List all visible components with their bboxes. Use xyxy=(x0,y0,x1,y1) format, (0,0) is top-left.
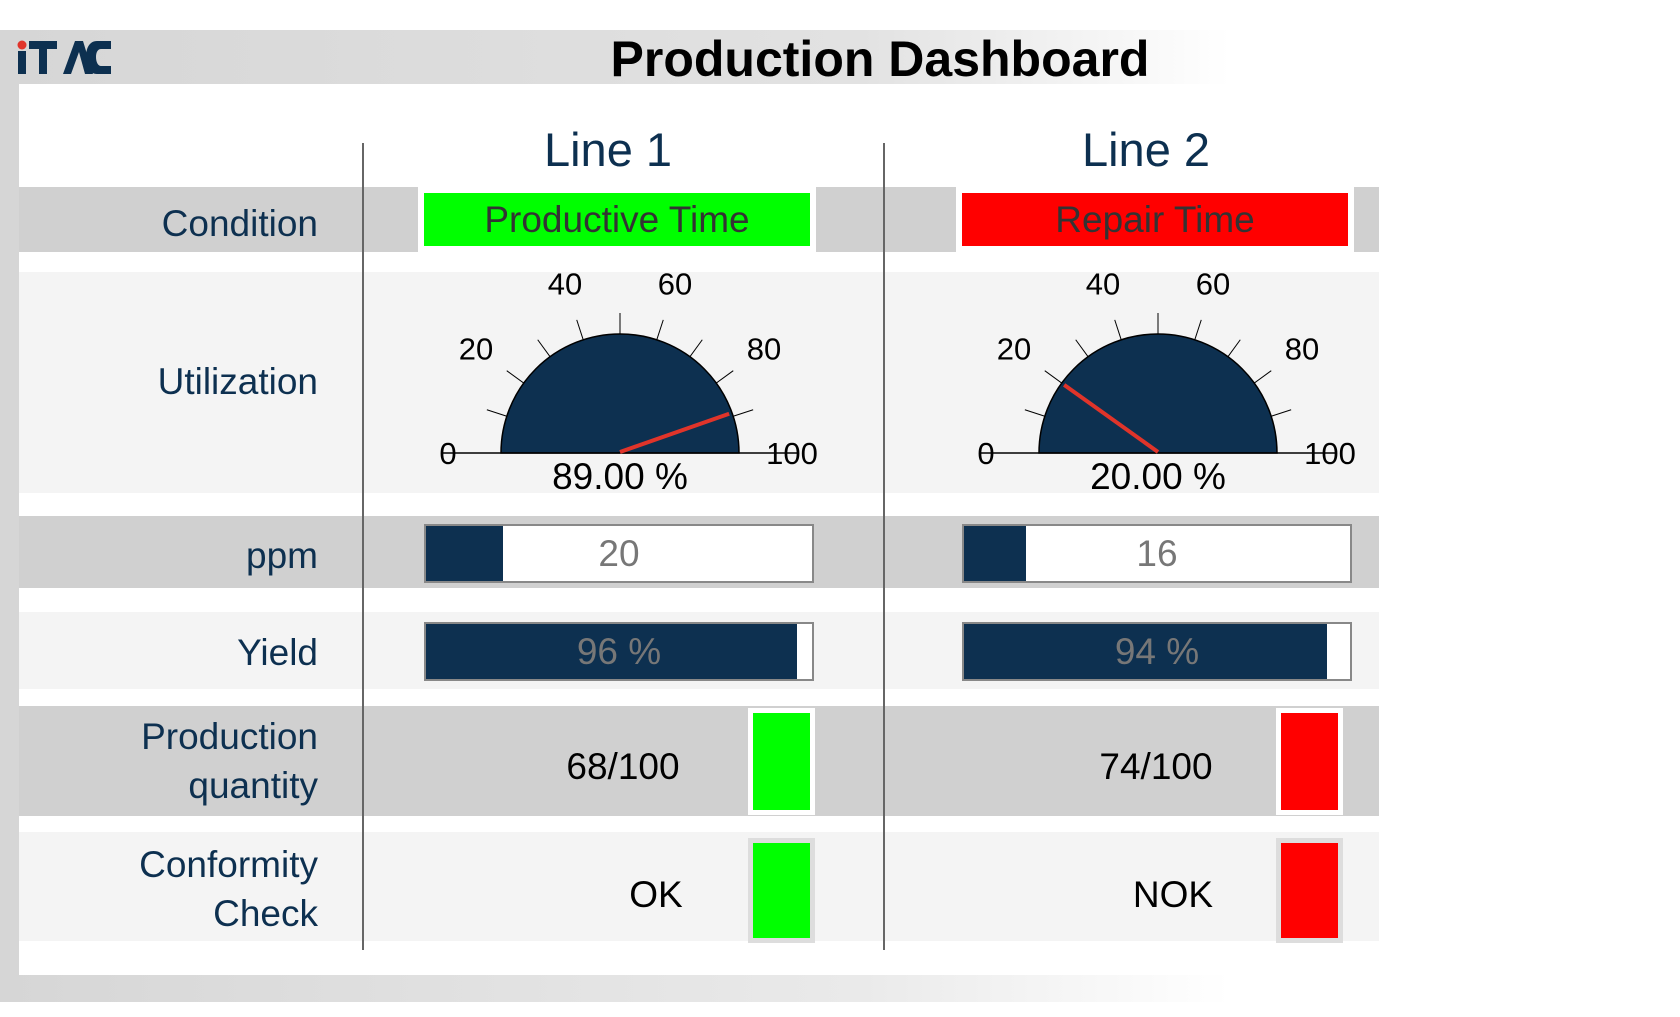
gauge-dial xyxy=(1038,333,1278,454)
conformity-indicator xyxy=(748,838,815,943)
condition-text: Productive Time xyxy=(424,193,810,246)
gauge-tick xyxy=(689,339,703,358)
indicator-fill xyxy=(1281,713,1338,810)
ppm-value: 20 xyxy=(598,533,640,574)
condition-badge: Productive Time xyxy=(418,187,816,252)
row-production xyxy=(19,706,1379,816)
label-yield: Yield xyxy=(237,632,318,673)
production-value: 74/100 xyxy=(1099,746,1213,787)
yield-fill xyxy=(964,624,1327,679)
ppm-bar: 20 xyxy=(424,524,814,583)
left-strip xyxy=(0,84,19,1002)
row-conformity xyxy=(19,832,1379,941)
label-line: Production xyxy=(141,716,318,757)
gauge-tick xyxy=(1253,370,1272,384)
yield-bar: 94 % xyxy=(962,622,1352,681)
footer-band xyxy=(0,975,1230,1002)
label-line: Conformity xyxy=(139,844,318,885)
gauge-tick xyxy=(1075,339,1089,358)
gauge-tick xyxy=(576,319,584,340)
label-conformity: Conformity Check xyxy=(139,840,318,938)
condition-badge: Repair Time xyxy=(956,187,1354,252)
indicator-fill xyxy=(753,843,810,938)
gauge-tick xyxy=(1227,339,1241,358)
line-header: Line 2 xyxy=(1081,123,1211,176)
label-condition: Condition xyxy=(161,203,318,244)
yield-value: 94 % xyxy=(1114,631,1200,672)
itac-logo xyxy=(17,40,111,74)
gauge-tick xyxy=(1024,409,1045,417)
production-indicator xyxy=(748,708,815,815)
label-production: Production quantity xyxy=(141,712,318,810)
conformity-value: NOK xyxy=(1132,874,1214,915)
gauge-tick-label: 0 xyxy=(977,436,994,471)
conformity-value: OK xyxy=(629,874,683,915)
gauge-tick-label: 60 xyxy=(658,272,692,302)
gauge-dial xyxy=(500,333,740,454)
ppm-fill xyxy=(426,526,504,581)
gauge-tick-label: 40 xyxy=(1086,272,1120,302)
indicator-fill xyxy=(753,713,810,810)
gauge-tick-label: 60 xyxy=(1196,272,1230,302)
conformity-indicator xyxy=(1276,838,1343,943)
gauge-tick-label: 20 xyxy=(997,331,1031,366)
gauge-tick xyxy=(1114,319,1122,340)
utilization-gauge: 0 20 40 60 80 100 xyxy=(977,272,1356,471)
production-value: 68/100 xyxy=(566,746,680,787)
gauge-tick xyxy=(656,319,664,340)
production-indicator xyxy=(1276,708,1343,815)
yield-bar: 96 % xyxy=(424,622,814,681)
label-utilization: Utilization xyxy=(157,361,318,402)
ppm-value: 16 xyxy=(1136,533,1178,574)
condition-text: Repair Time xyxy=(962,193,1348,246)
yield-fill xyxy=(426,624,797,679)
gauge-tick-label: 20 xyxy=(459,331,493,366)
gauge-tick-label: 80 xyxy=(1285,331,1319,366)
gauge-tick-label: 40 xyxy=(548,272,582,302)
ppm-fill xyxy=(964,526,1026,581)
gauge-tick xyxy=(486,409,507,417)
gauge-tick-label: 100 xyxy=(1304,436,1356,471)
gauge-tick-label: 80 xyxy=(747,331,781,366)
utilization-gauge: 0 20 40 60 80 100 xyxy=(439,272,818,471)
gauge-tick xyxy=(715,370,734,384)
page-title: Production Dashboard xyxy=(610,31,1150,87)
divider xyxy=(362,143,364,950)
gauge-tick xyxy=(1044,370,1063,384)
gauge-tick-label: 0 xyxy=(439,436,456,471)
gauge-tick xyxy=(506,370,525,384)
line-header: Line 1 xyxy=(543,123,673,176)
ppm-bar: 16 xyxy=(962,524,1352,583)
yield-value: 96 % xyxy=(576,631,662,672)
gauge-tick xyxy=(1194,319,1202,340)
gauge-tick-label: 100 xyxy=(766,436,818,471)
label-ppm: ppm xyxy=(246,535,318,576)
label-line: Check xyxy=(213,893,318,934)
utilization-value: 89.00 % xyxy=(552,456,688,497)
gauge-tick xyxy=(1271,409,1292,417)
label-line: quantity xyxy=(188,765,318,806)
gauge-tick xyxy=(537,339,551,358)
header-band xyxy=(0,30,1230,84)
indicator-fill xyxy=(1281,843,1338,938)
gauge-tick xyxy=(733,409,754,417)
gauge-needle xyxy=(619,411,730,454)
gauge-needle xyxy=(1062,383,1160,454)
divider xyxy=(883,143,885,950)
utilization-value: 20.00 % xyxy=(1090,456,1226,497)
